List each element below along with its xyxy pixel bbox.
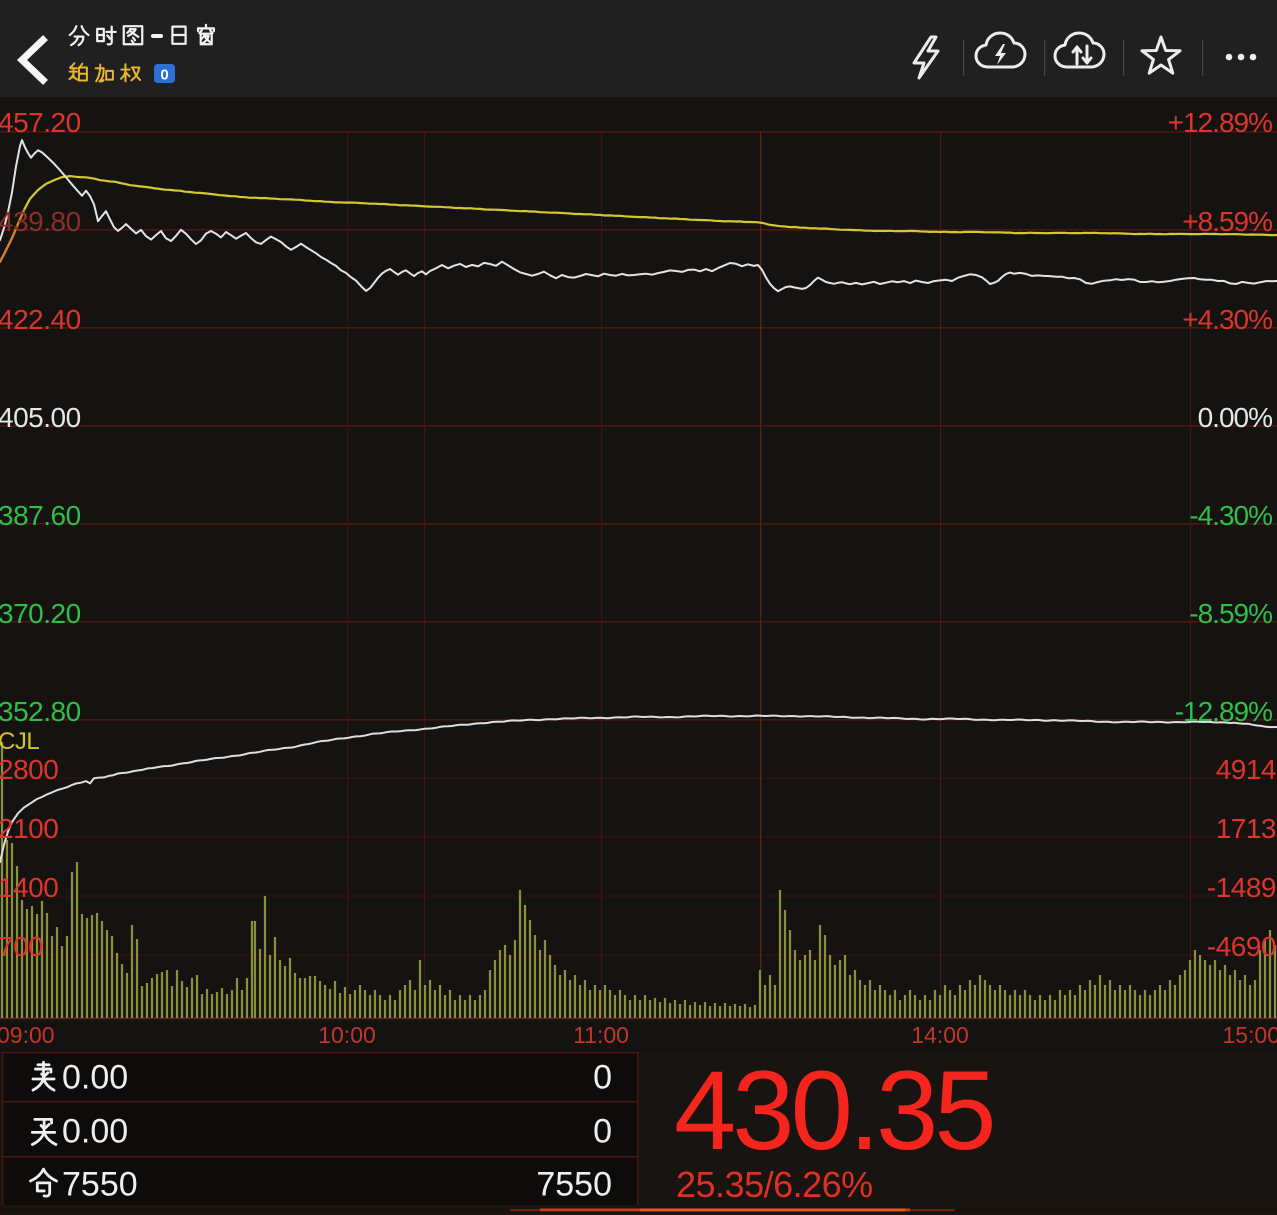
- svg-text:405.00: 405.00: [0, 402, 81, 433]
- svg-text:+8.59%: +8.59%: [1182, 206, 1272, 237]
- svg-text:0.00%: 0.00%: [1198, 402, 1272, 433]
- svg-text:0: 0: [593, 1059, 612, 1097]
- svg-text:430.35: 430.35: [674, 1048, 993, 1173]
- svg-text:-4.30%: -4.30%: [1189, 500, 1272, 531]
- svg-text:7550: 7550: [62, 1166, 138, 1204]
- svg-text:14:00: 14:00: [911, 1022, 969, 1048]
- svg-text:7550: 7550: [536, 1166, 612, 1204]
- svg-text:15:00: 15:00: [1222, 1022, 1277, 1048]
- svg-text:0: 0: [593, 1113, 612, 1151]
- svg-text:352.80: 352.80: [0, 696, 81, 727]
- svg-text:09:00: 09:00: [0, 1022, 55, 1048]
- svg-text:2800: 2800: [0, 754, 58, 785]
- svg-text:+12.89%: +12.89%: [1168, 107, 1272, 138]
- svg-text:0.00: 0.00: [62, 1113, 128, 1151]
- svg-text:11:00: 11:00: [573, 1022, 629, 1048]
- svg-text:0: 0: [160, 67, 168, 84]
- svg-text:422.40: 422.40: [0, 304, 81, 335]
- svg-text:0.00: 0.00: [62, 1059, 128, 1097]
- svg-text:CJL: CJL: [0, 728, 39, 755]
- svg-text:10:00: 10:00: [318, 1022, 376, 1048]
- svg-text:2100: 2100: [0, 813, 58, 844]
- svg-text:1713: 1713: [1216, 813, 1276, 844]
- svg-text:-8.59%: -8.59%: [1189, 598, 1272, 629]
- svg-text:370.20: 370.20: [0, 598, 81, 629]
- svg-text:700: 700: [0, 931, 43, 962]
- svg-text:-1489: -1489: [1207, 872, 1276, 903]
- svg-text:25.35/6.26%: 25.35/6.26%: [676, 1164, 873, 1205]
- svg-text:-12.89%: -12.89%: [1175, 696, 1272, 727]
- svg-text:439.80: 439.80: [0, 206, 81, 237]
- svg-text:+4.30%: +4.30%: [1182, 304, 1272, 335]
- svg-text:387.60: 387.60: [0, 500, 81, 531]
- svg-text:4914: 4914: [1216, 754, 1276, 785]
- svg-text:457.20: 457.20: [0, 107, 81, 138]
- svg-text:1400: 1400: [0, 872, 58, 903]
- svg-text:-4690: -4690: [1207, 931, 1276, 962]
